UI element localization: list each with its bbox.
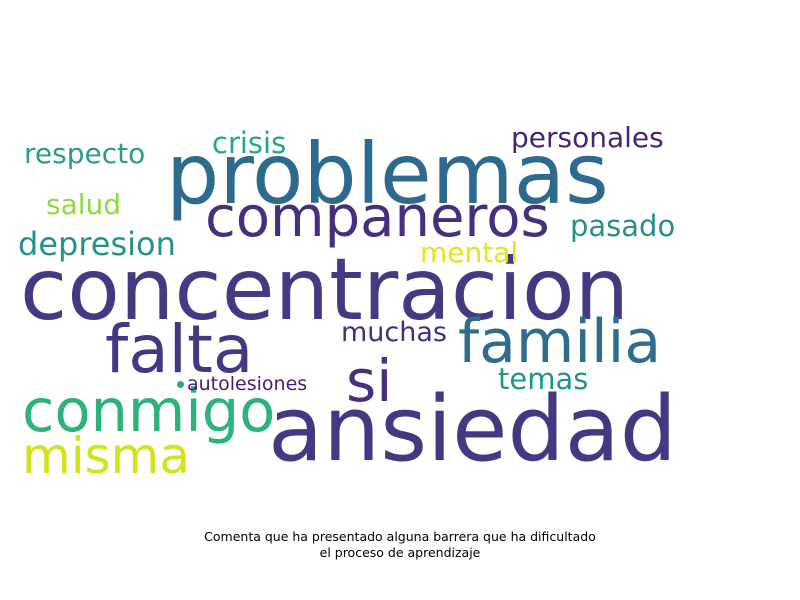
word-mental: mental bbox=[420, 236, 519, 269]
dot-mark bbox=[177, 381, 184, 388]
figure-caption: Comenta que ha presentado alguna barrera… bbox=[0, 529, 800, 561]
word-temas: temas bbox=[498, 362, 589, 396]
word-autolesiones: autolesiones bbox=[187, 373, 308, 395]
word-si: si bbox=[346, 347, 393, 415]
word-falta: falta bbox=[105, 311, 254, 388]
caption-line-2: el proceso de aprendizaje bbox=[319, 545, 481, 560]
word-concentracion: concentracion bbox=[20, 240, 630, 340]
word-cloud: concentracion ansiedad problemas falta f… bbox=[18, 121, 677, 485]
word-conmigo: conmigo bbox=[22, 376, 276, 445]
caption-line-1: Comenta que ha presentado alguna barrera… bbox=[204, 529, 596, 544]
word-muchas: muchas bbox=[341, 317, 447, 348]
word-problemas: problemas bbox=[166, 125, 609, 223]
word-familia: familia bbox=[458, 307, 662, 377]
word-companeros: companeros bbox=[205, 185, 550, 250]
word-crisis: crisis bbox=[212, 126, 287, 160]
word-pasado: pasado bbox=[570, 209, 676, 243]
word-misma: misma bbox=[22, 427, 190, 485]
word-respecto: respecto bbox=[24, 137, 146, 170]
word-salud: salud bbox=[46, 188, 122, 221]
word-ansiedad: ansiedad bbox=[268, 377, 677, 482]
word-personales: personales bbox=[511, 121, 664, 154]
word-depresion: depresion bbox=[18, 225, 176, 263]
